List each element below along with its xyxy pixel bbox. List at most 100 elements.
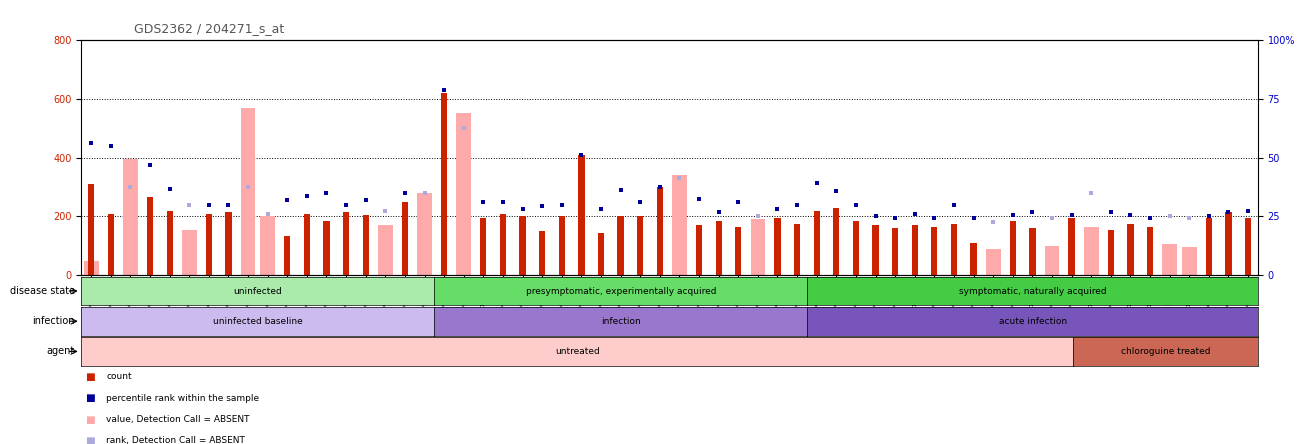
Bar — [578, 155, 584, 275]
Bar — [84, 261, 98, 275]
Bar — [540, 231, 545, 275]
Point — [1199, 213, 1220, 220]
Bar — [1225, 212, 1232, 275]
Point — [394, 189, 415, 196]
Point — [786, 201, 807, 208]
Text: infection: infection — [601, 317, 641, 326]
Bar — [206, 214, 211, 275]
Point — [414, 189, 435, 196]
Text: ■: ■ — [85, 415, 95, 424]
Bar — [147, 197, 154, 275]
Text: agent: agent — [46, 346, 75, 357]
Bar — [284, 236, 290, 275]
Point — [316, 189, 337, 196]
Bar — [183, 230, 197, 275]
Point — [885, 214, 906, 222]
Bar — [1083, 227, 1099, 275]
Point — [944, 201, 965, 208]
Point — [747, 213, 768, 220]
Text: ■: ■ — [85, 372, 95, 382]
Bar — [597, 233, 604, 275]
Bar — [167, 210, 173, 275]
Bar — [362, 215, 369, 275]
Point — [433, 87, 454, 94]
Point — [374, 207, 395, 214]
Point — [179, 201, 200, 208]
Bar — [931, 227, 937, 275]
Text: uninfected: uninfected — [234, 286, 282, 296]
Point — [924, 214, 945, 222]
Bar — [457, 114, 471, 275]
Bar — [108, 214, 114, 275]
Bar — [1205, 218, 1212, 275]
Bar — [402, 202, 408, 275]
Point — [336, 201, 357, 208]
Bar — [656, 187, 663, 275]
Point — [1022, 209, 1043, 216]
Bar — [520, 217, 525, 275]
Text: count: count — [106, 373, 133, 381]
Bar — [481, 218, 487, 275]
Bar — [1010, 221, 1016, 275]
Text: rank, Detection Call = ABSENT: rank, Detection Call = ABSENT — [106, 436, 246, 444]
Point — [1061, 211, 1082, 218]
Bar — [500, 214, 506, 275]
Point — [650, 183, 671, 190]
Point — [591, 206, 612, 213]
Point — [551, 201, 572, 208]
Point — [668, 174, 689, 182]
Text: GDS2362 / 204271_s_at: GDS2362 / 204271_s_at — [134, 23, 284, 36]
Bar — [1146, 227, 1153, 275]
Point — [571, 151, 592, 158]
Point — [238, 183, 259, 190]
Point — [218, 201, 239, 208]
Bar — [1108, 230, 1113, 275]
Bar — [1029, 228, 1036, 275]
Text: infection: infection — [33, 316, 75, 326]
Point — [865, 213, 886, 220]
Bar — [260, 217, 274, 275]
Point — [80, 139, 101, 147]
Point — [1100, 209, 1121, 216]
Point — [198, 201, 219, 208]
Bar — [226, 212, 231, 275]
Bar — [240, 107, 256, 275]
Point — [297, 192, 318, 199]
Point — [492, 198, 513, 205]
Point — [1041, 214, 1062, 222]
Text: presymptomatic, experimentally acquired: presymptomatic, experimentally acquired — [525, 286, 716, 296]
Bar — [696, 225, 702, 275]
Text: chloroguine treated: chloroguine treated — [1121, 347, 1211, 356]
Point — [119, 183, 140, 190]
Bar — [1045, 246, 1060, 275]
Point — [806, 179, 827, 186]
Point — [356, 197, 377, 204]
Point — [1218, 209, 1239, 216]
Bar — [716, 221, 722, 275]
Point — [1081, 189, 1102, 196]
Bar — [775, 218, 781, 275]
Point — [1179, 214, 1200, 222]
Point — [905, 210, 926, 217]
Bar — [735, 227, 742, 275]
Bar — [1069, 218, 1075, 275]
Bar — [418, 193, 432, 275]
Point — [159, 185, 180, 192]
Bar — [911, 225, 918, 275]
Bar — [892, 228, 898, 275]
Text: disease state: disease state — [9, 286, 75, 296]
Point — [532, 202, 553, 210]
Bar — [814, 210, 819, 275]
Bar — [617, 217, 624, 275]
Point — [453, 125, 474, 132]
Text: untreated: untreated — [555, 347, 600, 356]
Bar — [986, 249, 1001, 275]
Bar — [970, 243, 977, 275]
Point — [257, 210, 278, 217]
Bar — [441, 93, 448, 275]
Bar — [558, 217, 565, 275]
Text: ■: ■ — [85, 393, 95, 403]
Point — [826, 188, 847, 195]
Point — [512, 206, 533, 213]
Bar — [672, 175, 687, 275]
